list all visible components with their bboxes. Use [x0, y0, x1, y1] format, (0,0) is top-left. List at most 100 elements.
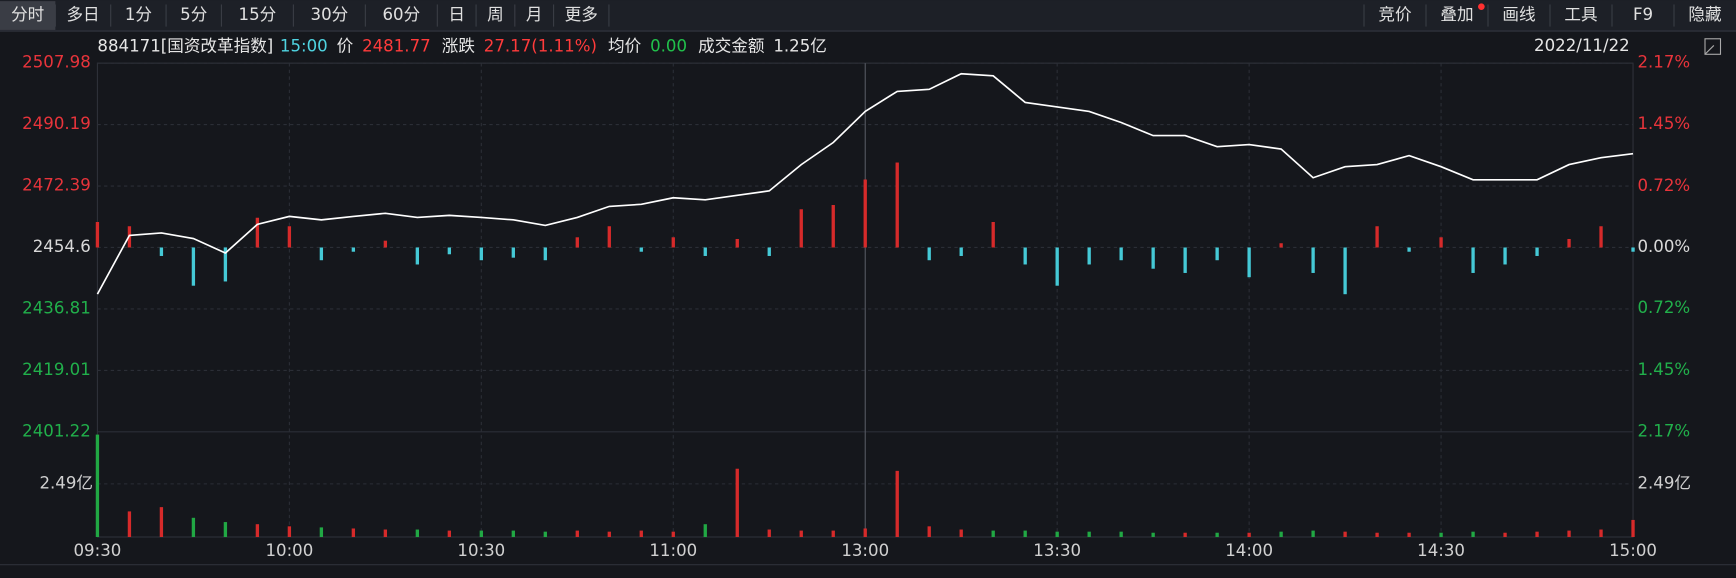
diff-bar: [95, 221, 100, 248]
tool-button[interactable]: 隐藏: [1688, 5, 1722, 24]
diff-bar: [1535, 247, 1539, 256]
volume-bar: [735, 468, 739, 537]
diff-bar: [639, 247, 643, 252]
x-tick-label: 10:00: [265, 541, 313, 560]
volume-bar: [607, 531, 611, 537]
diff-bar: [863, 179, 867, 248]
price: 2481.77: [362, 36, 431, 55]
volume-tick-label: 2.49亿: [1637, 473, 1691, 492]
volume-bar: [575, 530, 579, 537]
tab-button-bg[interactable]: [0, 1, 56, 30]
diff-bar: [831, 205, 835, 248]
volume-bar: [1567, 530, 1571, 537]
diff-bar: [1599, 226, 1603, 248]
x-tick-label: 14:00: [1225, 541, 1273, 560]
diff-bar: [479, 247, 483, 261]
tab-button[interactable]: 周: [487, 5, 504, 24]
tab-button[interactable]: 5分: [180, 5, 207, 24]
diff-bar: [1279, 243, 1283, 248]
diff-bar: [1631, 247, 1635, 252]
change: 27.17(1.11%): [484, 36, 597, 55]
diff-bar: [703, 247, 707, 256]
diff-bar: [671, 237, 675, 248]
x-tick-label: 13:00: [841, 541, 889, 560]
diff-bar: [383, 240, 388, 248]
diff-bar: [959, 247, 963, 256]
tab-button[interactable]: 分时: [11, 5, 44, 24]
volume-bar: [383, 529, 388, 537]
volume-bar: [1471, 531, 1475, 537]
diff-bar: [1087, 247, 1091, 265]
y2-tick-label: 1.45%: [1637, 114, 1690, 133]
tab-button[interactable]: 60分: [382, 5, 420, 24]
toolbar: [0, 0, 1736, 32]
volume-bar: [927, 526, 931, 537]
tab-button[interactable]: 30分: [311, 5, 349, 24]
tool-button[interactable]: 叠加: [1440, 5, 1473, 24]
volume-bar: [95, 434, 100, 537]
tab-button[interactable]: 多日: [66, 5, 99, 24]
volume-bar: [415, 529, 420, 537]
y-tick-label: 2419.01: [22, 360, 91, 379]
amount: 1.25亿: [773, 36, 827, 55]
volume-bar: [1535, 531, 1539, 537]
volume-bar: [671, 531, 675, 537]
volume-bar: [991, 530, 995, 537]
diff-bar: [1311, 247, 1315, 273]
y2-tick-label: 0.72%: [1637, 176, 1690, 195]
tool-button[interactable]: F9: [1633, 5, 1653, 24]
volume-bar: [831, 530, 835, 537]
volume-bar: [479, 530, 483, 537]
diff-bar: [767, 247, 771, 256]
volume-bar: [1055, 531, 1059, 537]
volume-bar: [351, 528, 356, 537]
diff-bar: [447, 247, 451, 255]
diff-bar: [511, 247, 515, 258]
diff-bar: [1183, 247, 1187, 273]
avg-label: 均价: [608, 36, 642, 55]
y-tick-label: 2454.6: [33, 237, 91, 256]
tab-button[interactable]: 15分: [239, 5, 277, 24]
y2-tick-label: 1.45%: [1637, 360, 1690, 379]
tab-button[interactable]: 1分: [125, 5, 152, 24]
tool-button[interactable]: 画线: [1502, 5, 1535, 24]
volume-bar: [1311, 530, 1315, 537]
diff-bar: [735, 238, 739, 248]
diff-bar: [799, 209, 803, 248]
volume-bar: [287, 526, 292, 537]
diff-bar: [319, 247, 324, 261]
tool-button[interactable]: 竞价: [1378, 5, 1412, 24]
volume-bar: [1503, 532, 1507, 537]
diff-bar: [1503, 247, 1507, 265]
tab-button[interactable]: 更多: [565, 5, 598, 24]
time: 15:00: [280, 36, 328, 55]
diff-bar: [223, 247, 228, 282]
diff-bar: [1439, 237, 1443, 248]
diff-bar: [1375, 226, 1379, 248]
diff-bar: [159, 247, 164, 256]
code: 884171[国资改革指数]: [97, 36, 273, 55]
avg: 0.00: [650, 36, 687, 55]
volume-bar: [1087, 531, 1091, 537]
volume-bar: [1343, 531, 1347, 537]
diff-bar: [191, 247, 196, 286]
tab-button[interactable]: 日: [448, 5, 465, 24]
volume-bar: [127, 511, 132, 537]
change-label: 涨跌: [442, 36, 476, 55]
volume-bar: [1279, 531, 1283, 537]
volume-bar: [319, 527, 324, 537]
volume-bar: [1247, 532, 1251, 537]
diff-bar: [1343, 247, 1347, 295]
volume-bar: [959, 529, 963, 537]
volume-bar: [1407, 532, 1411, 537]
restore-icon[interactable]: [1704, 38, 1722, 55]
y-tick-label: 2507.98: [22, 53, 91, 72]
tab-button[interactable]: 月: [526, 5, 543, 24]
diff-bar: [1567, 238, 1571, 248]
diff-bar: [1055, 247, 1059, 286]
tool-button[interactable]: 工具: [1564, 5, 1597, 24]
y-tick-label: 2401.22: [22, 421, 91, 440]
diff-bar: [1215, 247, 1219, 261]
